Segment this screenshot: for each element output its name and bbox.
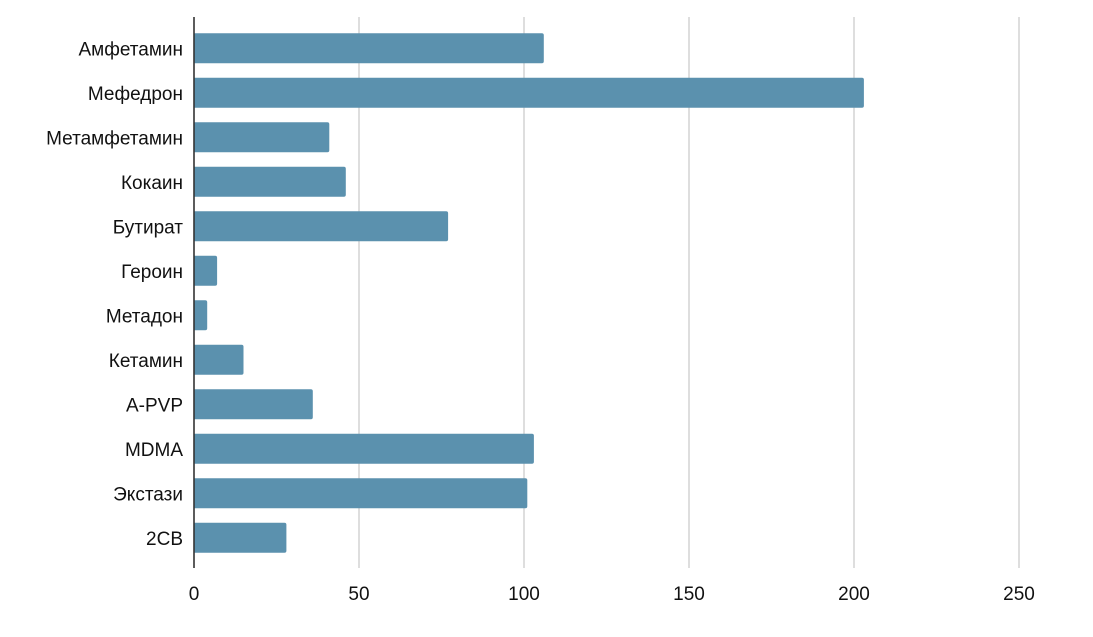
bar-1 [194,33,544,64]
bars [194,33,864,553]
bar-5 [194,211,449,242]
category-label-9: A-PVP [126,395,183,416]
category-label-12: 2CB [146,529,183,550]
bar-10 [194,433,534,464]
x-tick-label-0: 0 [189,584,200,605]
category-label-11: Экстази [113,484,183,505]
x-tick-label-150: 150 [673,584,705,605]
bar-4 [194,166,346,197]
category-label-4: Кокаин [121,173,183,194]
category-label-3: Метамфетамин [46,128,183,149]
bar-9 [194,389,313,420]
bar-2 [194,77,864,108]
x-tick-labels: 0 50 100 150 200 250 [189,584,1035,605]
grid-lines [358,17,1020,568]
bar-8 [194,344,244,375]
bar-11 [194,478,528,509]
x-tick-label-200: 200 [838,584,870,605]
category-label-10: MDMA [125,440,183,461]
bar-7 [194,300,208,331]
x-tick-label-50: 50 [348,584,369,605]
bar-12 [194,522,287,553]
x-tick-label-100: 100 [508,584,540,605]
category-label-6: Героин [121,262,183,283]
bar-3 [194,122,330,153]
category-label-7: Метадон [106,306,183,327]
category-label-8: Кетамин [109,351,183,372]
category-labels: Амфетамин Мефедрон Метамфетамин Кокаин Бутир… [46,39,183,550]
x-tick-label-250: 250 [1003,584,1035,605]
category-label-5: Бутират [113,217,184,238]
category-label-1: Амфетамин [78,39,183,60]
bar-6 [194,255,218,286]
category-label-2: Мефедрон [88,84,183,105]
